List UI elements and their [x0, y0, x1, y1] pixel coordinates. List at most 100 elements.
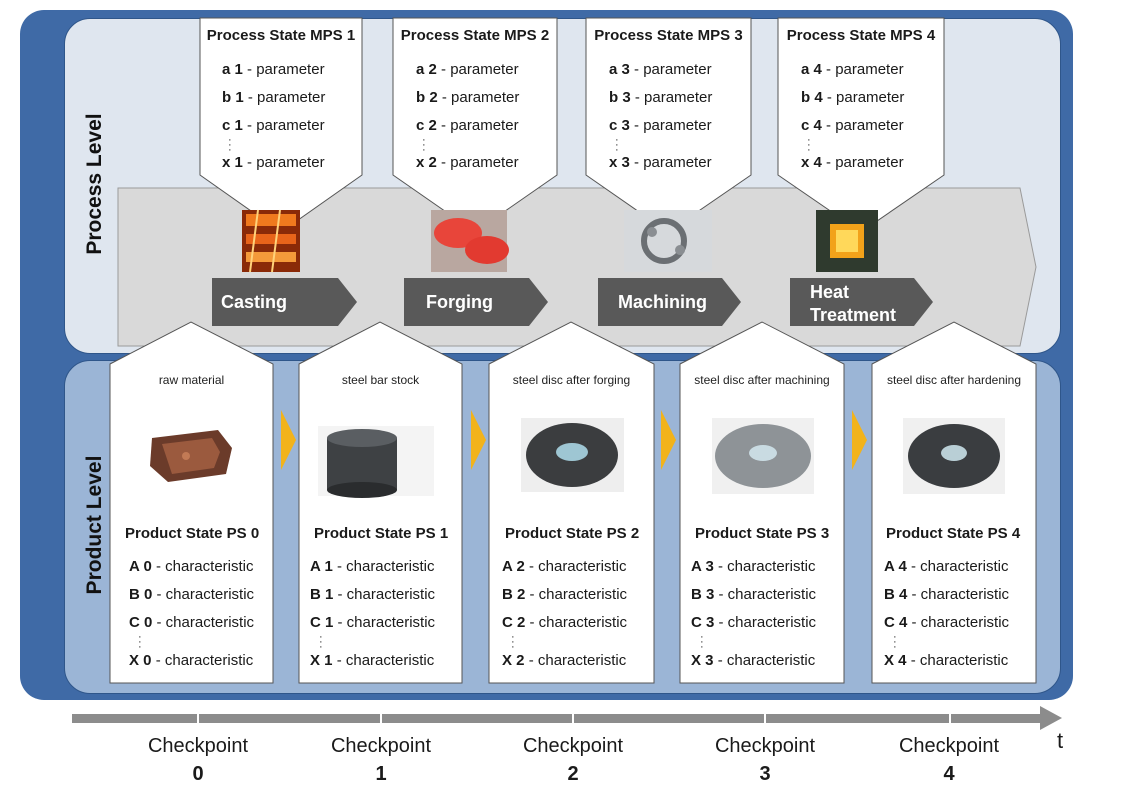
- char-label: - characteristic: [911, 614, 1010, 631]
- checkpoint-number: 0: [192, 763, 204, 785]
- param-label: - parameter: [634, 154, 712, 171]
- char-id: A 0: [129, 558, 152, 575]
- process-step-arrows: [212, 278, 933, 326]
- checkpoint-1: Checkpoint 1: [311, 732, 451, 788]
- process-heat-treatment-label: Heat Treatment: [810, 281, 896, 327]
- param-id: c 3: [609, 117, 630, 134]
- product-state-title: Product State PS 3: [695, 525, 830, 542]
- process-heat-line1: Heat: [810, 282, 850, 302]
- product-caption: steel disc after machining: [694, 373, 830, 387]
- char-label: - characteristic: [717, 652, 816, 669]
- param-label: - parameter: [441, 61, 519, 78]
- process-casting-label: Casting: [221, 292, 288, 312]
- param-id: x 1: [222, 154, 243, 171]
- char-id: A 3: [691, 558, 714, 575]
- product-state-shape-1: [298, 321, 463, 684]
- param-id: c 4: [801, 117, 822, 134]
- checkpoint-label: Checkpoint: [330, 735, 432, 757]
- process-state-shape-4: [777, 17, 945, 233]
- ellipsis-dots: · · ·: [700, 631, 704, 653]
- param-id: x 3: [609, 154, 630, 171]
- flow-arrow-2: [471, 410, 486, 470]
- char-label: - characteristic: [155, 558, 254, 575]
- char-id: C 2: [502, 614, 526, 631]
- param-label: - parameter: [441, 117, 519, 134]
- param-label: - parameter: [826, 61, 904, 78]
- char-label: - characteristic: [718, 586, 817, 603]
- checkpoint-2: Checkpoint 2: [503, 732, 643, 788]
- char-id: A 4: [884, 558, 907, 575]
- checkpoint-0: Checkpoint 0: [128, 732, 268, 788]
- param-label: - parameter: [441, 89, 520, 106]
- param-id: a 3: [609, 61, 630, 78]
- ellipsis-dots: · · ·: [511, 631, 515, 653]
- char-id: A 1: [310, 558, 333, 575]
- process-heat-line2: Treatment: [810, 305, 897, 325]
- ellipsis-dots: · · ·: [319, 631, 323, 653]
- process-arrow-2: [404, 278, 548, 326]
- flow-arrow-1: [281, 410, 296, 470]
- process-arrow-3: [598, 278, 741, 326]
- param-id: b 4: [801, 89, 823, 106]
- char-label: - characteristic: [156, 586, 255, 603]
- param-label: - parameter: [826, 89, 905, 106]
- param-label: - parameter: [826, 117, 904, 134]
- char-id: X 4: [884, 652, 907, 669]
- param-id: c 1: [222, 117, 243, 134]
- checkpoint-label: Checkpoint: [522, 735, 624, 757]
- process-state-title: Process State MPS 2: [400, 27, 550, 44]
- param-id: a 4: [801, 61, 822, 78]
- product-state-title: Product State PS 4: [886, 525, 1021, 542]
- char-label: - characteristic: [155, 652, 254, 669]
- param-label: - parameter: [247, 154, 325, 171]
- process-arrow-1: [212, 278, 357, 326]
- param-id: a 2: [416, 61, 437, 78]
- char-id: X 2: [502, 652, 525, 669]
- param-label: - parameter: [634, 117, 712, 134]
- process-forging-label: Forging: [426, 292, 493, 312]
- char-id: X 0: [129, 652, 152, 669]
- steel-disc-forging-photo: [521, 418, 624, 492]
- product-caption: steel disc after hardening: [886, 373, 1022, 387]
- char-label: - characteristic: [911, 586, 1010, 603]
- process-machining-label: Machining: [618, 292, 707, 312]
- time-axis-label: t: [1057, 728, 1064, 753]
- char-label: - characteristic: [528, 652, 627, 669]
- char-id: B 1: [310, 586, 334, 603]
- param-id: c 2: [416, 117, 437, 134]
- product-state-title: Product State PS 1: [314, 525, 449, 542]
- char-id: B 0: [129, 586, 153, 603]
- char-label: - characteristic: [336, 652, 435, 669]
- char-label: - characteristic: [337, 614, 436, 631]
- process-state-shape-1: [199, 17, 363, 233]
- steel-disc-machining-photo: [712, 418, 814, 494]
- param-id: b 3: [609, 89, 631, 106]
- checkpoint-label: Checkpoint: [898, 735, 1000, 757]
- char-label: - characteristic: [718, 614, 817, 631]
- checkpoint-label: Checkpoint: [147, 735, 249, 757]
- forging-photo: [431, 210, 509, 272]
- param-label: - parameter: [634, 89, 713, 106]
- ellipsis-dots: · · ·: [138, 631, 142, 653]
- char-label: - characteristic: [910, 558, 1009, 575]
- char-id: X 1: [310, 652, 333, 669]
- checkpoint-label: Checkpoint: [714, 735, 816, 757]
- param-label: - parameter: [247, 89, 326, 106]
- char-id: C 3: [691, 614, 715, 631]
- product-state-shape-4: [871, 321, 1037, 684]
- product-state-title: Product State PS 2: [505, 525, 640, 542]
- product-caption: steel bar stock: [341, 373, 420, 387]
- param-id: x 2: [416, 154, 437, 171]
- char-label: - characteristic: [156, 614, 255, 631]
- char-label: - characteristic: [529, 586, 628, 603]
- param-label: - parameter: [247, 117, 325, 134]
- casting-photo: [242, 209, 300, 273]
- param-id: b 2: [416, 89, 438, 106]
- checkpoint-number: 4: [943, 763, 955, 785]
- steel-bar-stock-photo: [318, 426, 434, 498]
- char-label: - characteristic: [528, 558, 627, 575]
- char-id: B 2: [502, 586, 526, 603]
- process-state-title: Process State MPS 1: [206, 27, 356, 44]
- machining-photo: [624, 210, 712, 272]
